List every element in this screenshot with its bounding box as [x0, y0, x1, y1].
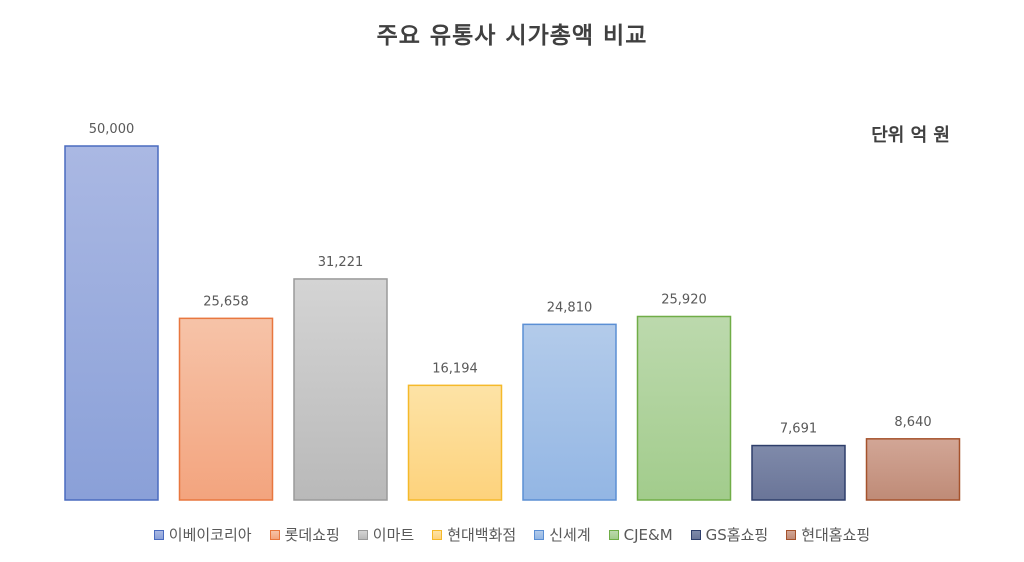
- legend-swatch: [608, 529, 619, 540]
- chart-title: 주요 유통사 시가총액 비교: [376, 23, 648, 49]
- legend: 이베이코리아 롯데쇼핑 이마트 현대백화점 신세계 CJE&M GS홈쇼핑 현대홈쇼핑: [0, 524, 1024, 545]
- legend-swatch: [153, 529, 164, 540]
- legend-label: 현대홈쇼핑: [801, 526, 871, 544]
- bar-2: [178, 317, 274, 501]
- bar-3: [293, 278, 388, 501]
- bar-1: [64, 145, 159, 501]
- data-label-4: 16,194: [432, 361, 478, 376]
- legend-item-3: 이마트: [357, 524, 415, 545]
- data-label-3: 31,221: [318, 255, 364, 270]
- legend-label: 롯데쇼핑: [284, 526, 340, 544]
- legend-label: 현대백화점: [447, 526, 517, 544]
- legend-label: 이베이코리아: [168, 526, 252, 544]
- unit-label: 단위 억 원: [871, 125, 950, 146]
- data-label-7: 7,691: [780, 422, 817, 437]
- legend-label: CJE&M: [623, 525, 673, 544]
- legend-item-2: 롯데쇼핑: [269, 524, 340, 545]
- legend-swatch: [690, 529, 701, 540]
- legend-swatch: [357, 529, 368, 540]
- data-label-6: 25,920: [661, 292, 707, 307]
- legend-swatch: [269, 529, 280, 540]
- bar-5: [522, 323, 617, 501]
- legend-label: GS홈쇼핑: [705, 526, 769, 544]
- data-label-8: 8,640: [894, 415, 931, 430]
- data-label-5: 24,810: [547, 300, 593, 315]
- legend-item-4: 현대백화점: [432, 524, 516, 545]
- legend-label: 이마트: [372, 526, 415, 544]
- data-label-1: 50,000: [89, 122, 135, 137]
- legend-swatch: [534, 529, 545, 540]
- data-label-2: 25,658: [203, 294, 249, 309]
- legend-swatch: [786, 529, 797, 540]
- legend-item-1: 이베이코리아: [153, 524, 252, 545]
- legend-item-5: 신세계: [534, 524, 591, 545]
- legend-swatch: [432, 529, 443, 540]
- legend-item-8: 현대홈쇼핑: [786, 524, 870, 545]
- bar-6: [636, 315, 732, 501]
- bar-4: [407, 384, 503, 501]
- legend-item-7: GS홈쇼핑: [690, 524, 769, 545]
- legend-label: 신세계: [549, 526, 591, 544]
- bar-7: [751, 444, 846, 501]
- bar-8: [865, 438, 961, 501]
- legend-item-6: CJE&M: [608, 525, 673, 544]
